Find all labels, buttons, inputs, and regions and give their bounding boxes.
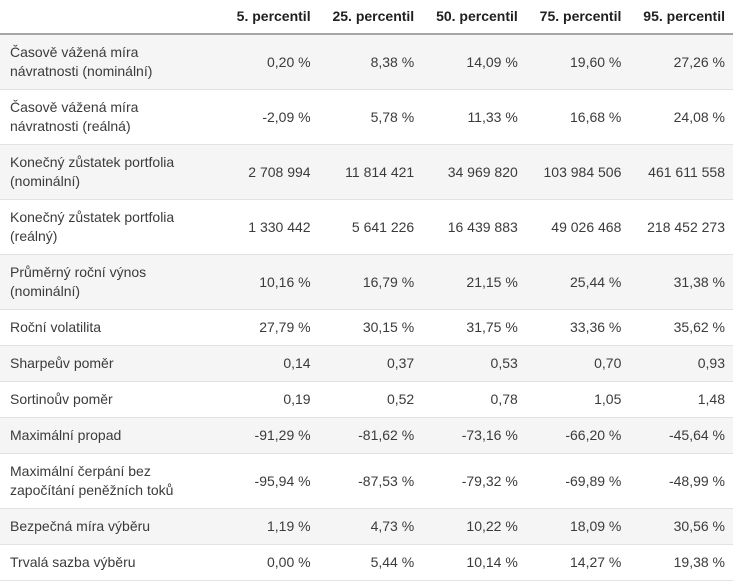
row-label: Konečný zůstatek portfolia (nominální) xyxy=(0,144,215,200)
row-label: Roční volatilita xyxy=(0,309,215,346)
cell-value: -2,09 % xyxy=(215,89,319,145)
cell-value: 21,15 % xyxy=(422,254,526,310)
column-header-p75: 75. percentil xyxy=(525,0,630,35)
row-label: Konečný zůstatek portfolia (reálný) xyxy=(0,199,215,255)
corner-cell xyxy=(0,0,215,35)
cell-value: 5 641 226 xyxy=(318,199,423,255)
row-label: Časově vážená míra návratnosti (reálná) xyxy=(0,89,215,145)
table-row: Sortinoův poměr 0,19 0,52 0,78 1,05 1,48 xyxy=(0,381,733,418)
cell-value: 0,53 xyxy=(422,345,526,382)
cell-value: 0,52 xyxy=(318,381,423,418)
table-row: Časově vážená míra návratnosti (nomináln… xyxy=(0,34,733,90)
cell-value: 1 330 442 xyxy=(215,199,319,255)
cell-value: 0,00 % xyxy=(215,544,319,581)
cell-value: 5,78 % xyxy=(318,89,423,145)
cell-value: 10,16 % xyxy=(215,254,319,310)
cell-value: -48,99 % xyxy=(629,453,733,509)
cell-value: 25,44 % xyxy=(525,254,630,310)
cell-value: 0,19 xyxy=(215,381,319,418)
cell-value: -87,53 % xyxy=(318,453,423,509)
table-row: Konečný zůstatek portfolia (nominální) 2… xyxy=(0,144,733,200)
header-row: 5. percentil 25. percentil 50. percentil… xyxy=(0,0,733,35)
cell-value: 31,38 % xyxy=(629,254,733,310)
cell-value: 19,38 % xyxy=(629,544,733,581)
cell-value: 11 814 421 xyxy=(318,144,423,200)
row-label: Sharpeův poměr xyxy=(0,345,215,382)
cell-value: 18,09 % xyxy=(525,508,630,545)
cell-value: 14,27 % xyxy=(525,544,630,581)
cell-value: 24,08 % xyxy=(629,89,733,145)
row-label: Sortinoův poměr xyxy=(0,381,215,418)
table-body: Časově vážená míra návratnosti (nomináln… xyxy=(0,34,733,581)
cell-value: -73,16 % xyxy=(422,417,526,454)
cell-value: 218 452 273 xyxy=(629,199,733,255)
cell-value: 31,75 % xyxy=(422,309,526,346)
row-label: Časově vážená míra návratnosti (nomináln… xyxy=(0,34,215,90)
table-row: Sharpeův poměr 0,14 0,37 0,53 0,70 0,93 xyxy=(0,345,733,382)
cell-value: 33,36 % xyxy=(525,309,630,346)
cell-value: 461 611 558 xyxy=(629,144,733,200)
table-row: Konečný zůstatek portfolia (reálný) 1 33… xyxy=(0,199,733,255)
column-header-p95: 95. percentil xyxy=(629,0,733,35)
cell-value: 0,93 xyxy=(629,345,733,382)
cell-value: 16,68 % xyxy=(525,89,630,145)
cell-value: 8,38 % xyxy=(318,34,423,90)
cell-value: 19,60 % xyxy=(525,34,630,90)
table-row: Časově vážená míra návratnosti (reálná) … xyxy=(0,89,733,145)
cell-value: 0,20 % xyxy=(215,34,319,90)
cell-value: 1,48 xyxy=(629,381,733,418)
table-row: Trvalá sazba výběru 0,00 % 5,44 % 10,14 … xyxy=(0,544,733,581)
row-label: Trvalá sazba výběru xyxy=(0,544,215,581)
cell-value: 5,44 % xyxy=(318,544,423,581)
cell-value: 10,22 % xyxy=(422,508,526,545)
table-header: 5. percentil 25. percentil 50. percentil… xyxy=(0,0,733,35)
cell-value: -81,62 % xyxy=(318,417,423,454)
cell-value: 30,56 % xyxy=(629,508,733,545)
row-label: Bezpečná míra výběru xyxy=(0,508,215,545)
cell-value: -95,94 % xyxy=(215,453,319,509)
row-label: Průměrný roční výnos (nominální) xyxy=(0,254,215,310)
cell-value: 27,79 % xyxy=(215,309,319,346)
cell-value: 16 439 883 xyxy=(422,199,526,255)
column-header-p25: 25. percentil xyxy=(318,0,423,35)
cell-value: 0,70 xyxy=(525,345,630,382)
cell-value: 0,14 xyxy=(215,345,319,382)
cell-value: 103 984 506 xyxy=(525,144,630,200)
cell-value: 49 026 468 xyxy=(525,199,630,255)
row-label: Maximální propad xyxy=(0,417,215,454)
cell-value: -91,29 % xyxy=(215,417,319,454)
cell-value: -45,64 % xyxy=(629,417,733,454)
cell-value: -79,32 % xyxy=(422,453,526,509)
cell-value: 4,73 % xyxy=(318,508,423,545)
table-row: Maximální propad -91,29 % -81,62 % -73,1… xyxy=(0,417,733,454)
cell-value: -69,89 % xyxy=(525,453,630,509)
table-row: Průměrný roční výnos (nominální) 10,16 %… xyxy=(0,254,733,310)
cell-value: 2 708 994 xyxy=(215,144,319,200)
table-row: Bezpečná míra výběru 1,19 % 4,73 % 10,22… xyxy=(0,508,733,545)
row-label: Maximální čerpání bez započítání peněžní… xyxy=(0,453,215,509)
cell-value: 16,79 % xyxy=(318,254,423,310)
cell-value: 11,33 % xyxy=(422,89,526,145)
table-row: Maximální čerpání bez započítání peněžní… xyxy=(0,453,733,509)
cell-value: 0,37 xyxy=(318,345,423,382)
cell-value: 1,19 % xyxy=(215,508,319,545)
cell-value: 34 969 820 xyxy=(422,144,526,200)
cell-value: 35,62 % xyxy=(629,309,733,346)
column-header-p5: 5. percentil xyxy=(215,0,319,35)
column-header-p50: 50. percentil xyxy=(422,0,526,35)
cell-value: 1,05 xyxy=(525,381,630,418)
cell-value: 30,15 % xyxy=(318,309,423,346)
cell-value: 27,26 % xyxy=(629,34,733,90)
cell-value: 0,78 xyxy=(422,381,526,418)
cell-value: 14,09 % xyxy=(422,34,526,90)
cell-value: 10,14 % xyxy=(422,544,526,581)
table-row: Roční volatilita 27,79 % 30,15 % 31,75 %… xyxy=(0,309,733,346)
cell-value: -66,20 % xyxy=(525,417,630,454)
